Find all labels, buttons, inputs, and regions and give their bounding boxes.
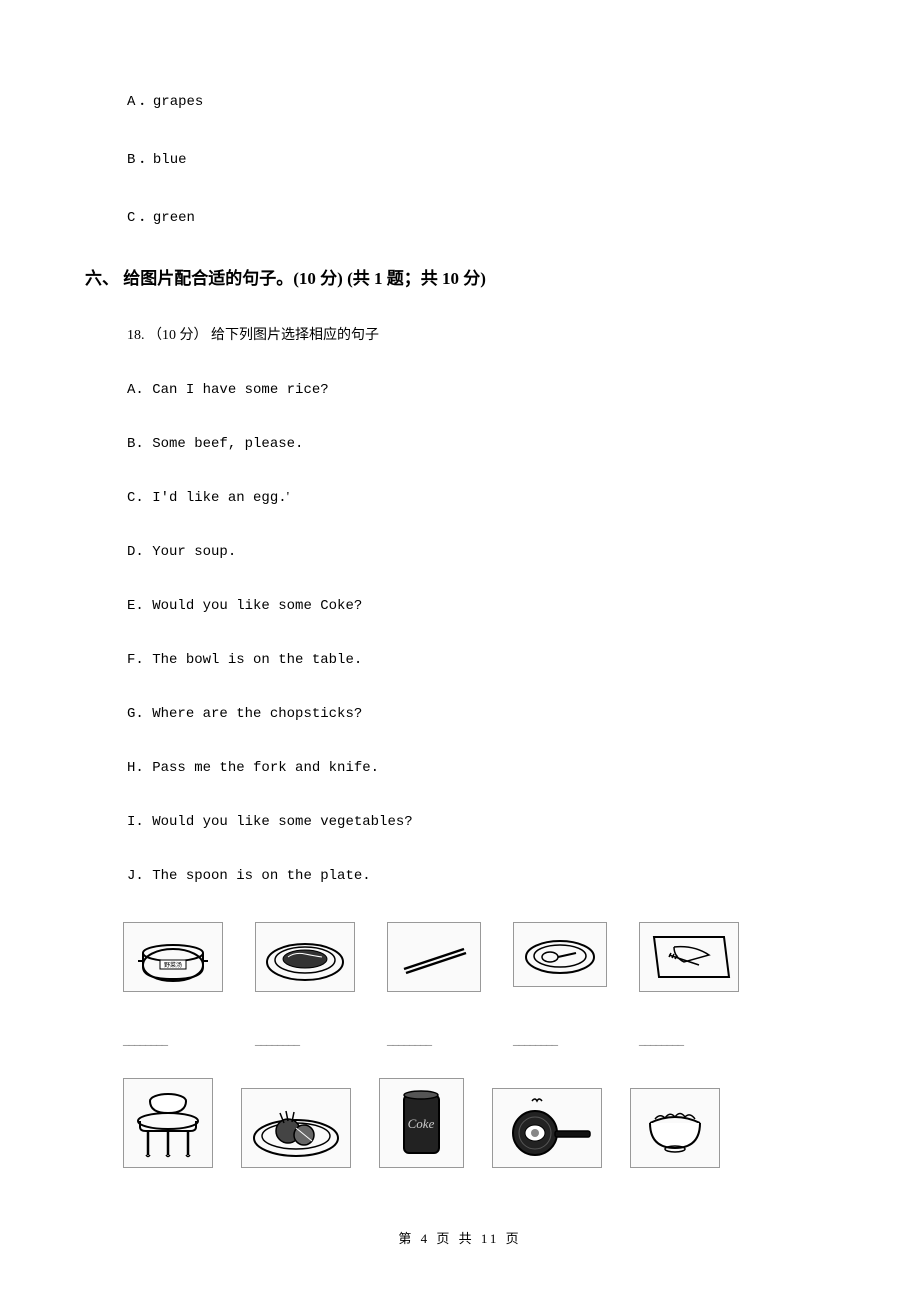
sentence-g: G. Where are the chopsticks? [85, 706, 835, 722]
sentence-d: D. Your soup. [85, 544, 835, 560]
sentence-f: F. The bowl is on the table. [85, 652, 835, 668]
section-header: 六、 给图片配合适的句子。(10 分) (共 1 题；共 10 分) [85, 264, 835, 289]
blank-row: ________ ________ ________ ________ ____… [85, 1032, 835, 1048]
img-spoon-plate [513, 922, 607, 987]
section-number: 六、 [85, 269, 119, 288]
img-egg-pan [492, 1088, 602, 1168]
sentence-a: A. Can I have some rice? [85, 382, 835, 398]
image-row-2: Coke [85, 1078, 835, 1168]
page-footer: 第 4 页 共 11 页 [0, 1228, 920, 1247]
question-instruction: 给下列图片选择相应的句子 [211, 328, 379, 343]
img-fork-knife [639, 922, 739, 992]
option-text: grapes [153, 94, 203, 110]
option-c: C ．green [85, 206, 835, 226]
sentence-e: E. Would you like some Coke? [85, 598, 835, 614]
blank-5[interactable]: ________ [639, 1032, 739, 1048]
sentence-c: C. I'd like an egg.' [85, 490, 835, 506]
img-chopsticks [387, 922, 481, 992]
option-b: B ．blue [85, 148, 835, 168]
option-text: blue [153, 152, 187, 168]
sentence-h: H. Pass me the fork and knife. [85, 760, 835, 776]
sentence-i: I. Would you like some vegetables? [85, 814, 835, 830]
top-options-group: A ．grapes B ．blue C ．green [85, 90, 835, 226]
img-soup-pot: 野菜汤 [123, 922, 223, 992]
sentence-b: B. Some beef, please. [85, 436, 835, 452]
section-subtitle: (共 1 题；共 10 分) [347, 269, 486, 288]
sentence-j: J. The spoon is on the plate. [85, 868, 835, 884]
svg-text:野菜汤: 野菜汤 [164, 961, 182, 969]
img-bowl-table [123, 1078, 213, 1168]
image-row-1: 野菜汤 [85, 922, 835, 992]
img-coke-can: Coke [379, 1078, 464, 1168]
img-vegetables [241, 1088, 351, 1168]
blank-3[interactable]: ________ [387, 1032, 481, 1048]
svg-text:Coke: Coke [408, 1116, 435, 1131]
img-rice-bowl [630, 1088, 720, 1168]
blank-2[interactable]: ________ [255, 1032, 355, 1048]
question-points: （10 分） [148, 328, 208, 343]
option-a: A ．grapes [85, 90, 835, 110]
img-beef-plate [255, 922, 355, 992]
option-text: green [153, 210, 195, 226]
blank-4[interactable]: ________ [513, 1032, 607, 1048]
blank-1[interactable]: ________ [123, 1032, 223, 1048]
section-title: 给图片配合适的句子。(10 分) [123, 269, 343, 288]
sentences-list: A. Can I have some rice? B. Some beef, p… [85, 382, 835, 884]
question-intro: 18. （10 分） 给下列图片选择相应的句子 [85, 324, 835, 344]
question-number: 18. [127, 328, 145, 343]
